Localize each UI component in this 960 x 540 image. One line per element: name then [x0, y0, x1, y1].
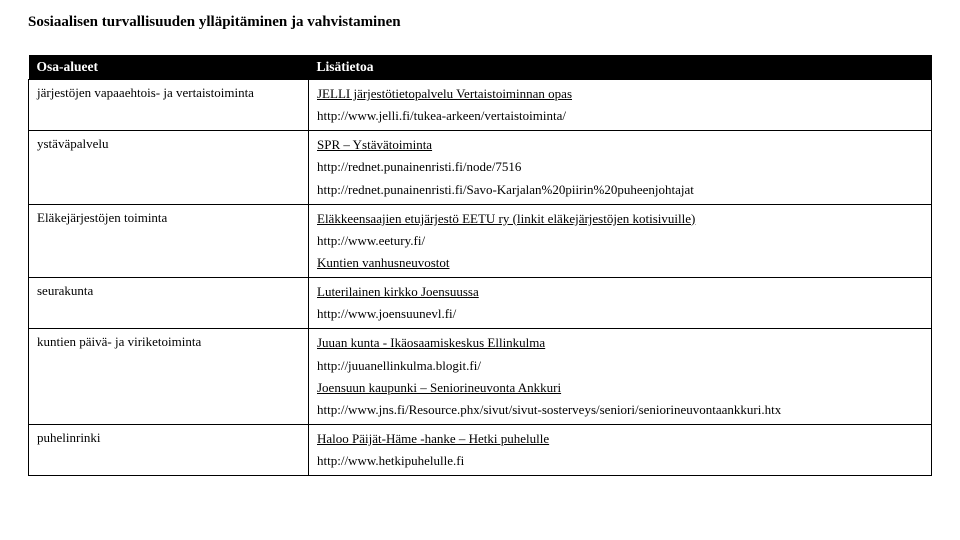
table-row: Eläkejärjestöjen toiminta Eläkkeensaajien…	[29, 204, 932, 277]
info-line: Kuntien vanhusneuvostot	[317, 252, 923, 274]
info-table: Osa-alueet Lisätietoa järjestöjen vapaae…	[28, 55, 932, 476]
info-line: http://juuanellinkulma.blogit.fi/	[317, 355, 923, 377]
info-line: Haloo Päijät-Häme -hanke – Hetki puhelul…	[317, 428, 923, 450]
osa-alue-cell: järjestöjen vapaaehtois- ja vertaistoimi…	[29, 80, 309, 131]
lisatietoa-cell: Juuan kunta - Ikäosaamiskeskus Ellinkulm…	[309, 329, 932, 425]
osa-alue-cell: seurakunta	[29, 278, 309, 329]
info-line: http://www.eetury.fi/	[317, 230, 923, 252]
osa-alue-cell: Eläkejärjestöjen toiminta	[29, 204, 309, 277]
lisatietoa-cell: Luterilainen kirkko Joensuussahttp://www…	[309, 278, 932, 329]
info-line: SPR – Ystävätoiminta	[317, 134, 923, 156]
table-row: ystäväpalveluSPR – Ystävätoimintahttp://…	[29, 131, 932, 204]
info-line: http://www.jelli.fi/tukea-arkeen/vertais…	[317, 105, 923, 127]
table-row: kuntien päivä- ja viriketoiminta Juuan ku…	[29, 329, 932, 425]
osa-alue-cell: kuntien päivä- ja viriketoiminta	[29, 329, 309, 425]
info-line: http://rednet.punainenristi.fi/node/7516	[317, 156, 923, 178]
page-title: Sosiaalisen turvallisuuden ylläpitäminen…	[28, 14, 932, 31]
info-line: Joensuun kaupunki – Seniorineuvonta Ankk…	[317, 377, 923, 399]
info-line: http://www.hetkipuhelulle.fi	[317, 450, 923, 472]
lisatietoa-cell: Haloo Päijät-Häme -hanke – Hetki puhelul…	[309, 424, 932, 475]
info-line: Juuan kunta - Ikäosaamiskeskus Ellinkulm…	[317, 332, 923, 354]
header-col1: Osa-alueet	[29, 55, 309, 80]
lisatietoa-cell: JELLI järjestötietopalvelu Vertaistoimin…	[309, 80, 932, 131]
info-line: http://www.joensuunevl.fi/	[317, 303, 923, 325]
lisatietoa-cell: Eläkkeensaajien etujärjestö EETU ry (lin…	[309, 204, 932, 277]
header-col2: Lisätietoa	[309, 55, 932, 80]
lisatietoa-cell: SPR – Ystävätoimintahttp://rednet.punain…	[309, 131, 932, 204]
table-row: puhelinrinki Haloo Päijät-Häme -hanke – H…	[29, 424, 932, 475]
table-row: seurakuntaLuterilainen kirkko Joensuussa…	[29, 278, 932, 329]
info-line: JELLI järjestötietopalvelu Vertaistoimin…	[317, 83, 923, 105]
osa-alue-cell: ystäväpalvelu	[29, 131, 309, 204]
table-row: järjestöjen vapaaehtois- ja vertaistoimi…	[29, 80, 932, 131]
info-line: http://rednet.punainenristi.fi/Savo-Karj…	[317, 179, 923, 201]
info-line: Luterilainen kirkko Joensuussa	[317, 281, 923, 303]
osa-alue-cell: puhelinrinki	[29, 424, 309, 475]
info-line: http://www.jns.fi/Resource.phx/sivut/siv…	[317, 399, 923, 421]
info-line: Eläkkeensaajien etujärjestö EETU ry (lin…	[317, 208, 923, 230]
